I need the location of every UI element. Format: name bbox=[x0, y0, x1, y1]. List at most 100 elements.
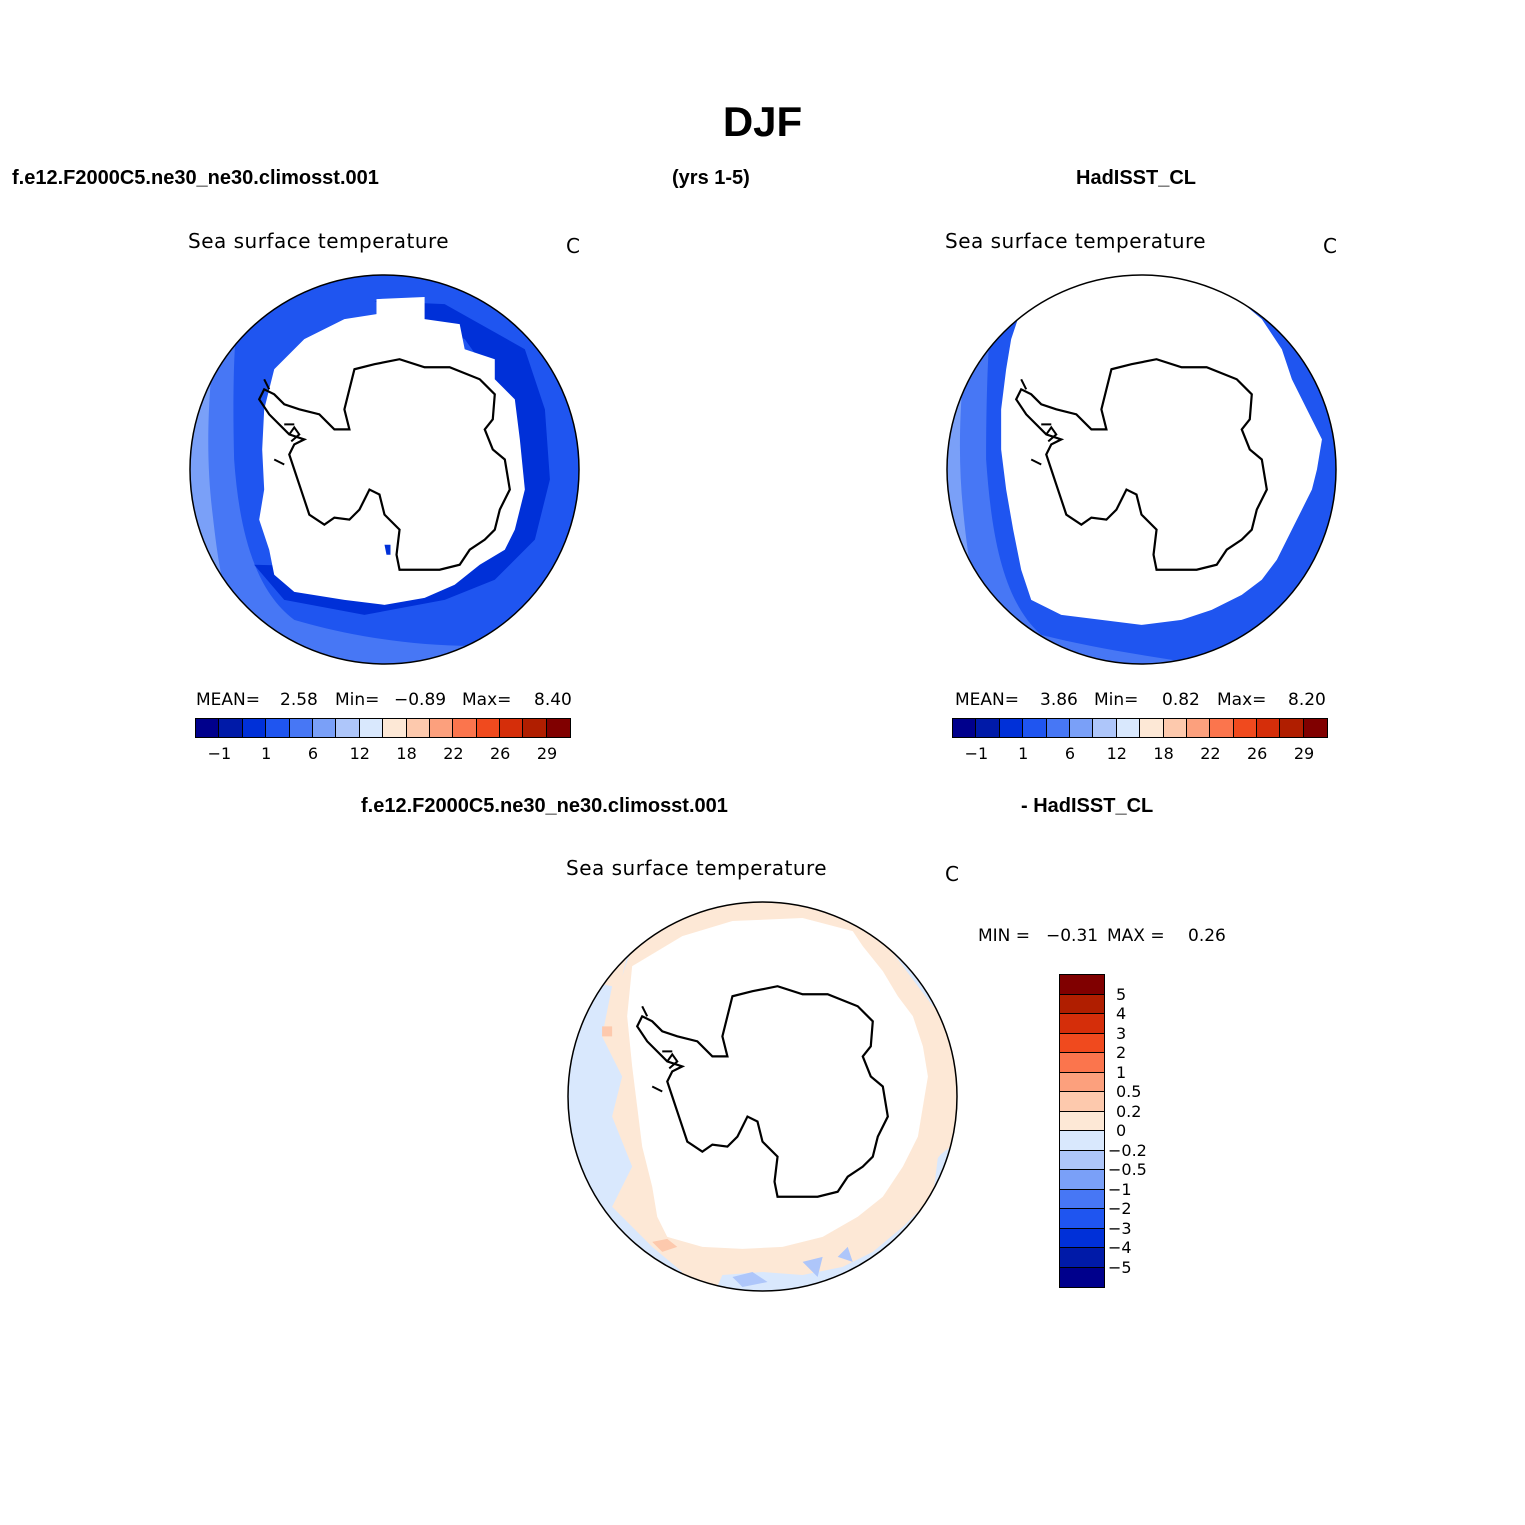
colorbar-swatch bbox=[1186, 719, 1211, 737]
colorbar-tick-label: 12 bbox=[349, 744, 370, 763]
colorbar-tick-label: 29 bbox=[1293, 744, 1315, 763]
colorbar-tick-label: 12 bbox=[1106, 744, 1127, 763]
colorbar-swatch bbox=[1093, 719, 1117, 737]
colorbar-swatch bbox=[546, 719, 571, 737]
colorbar-tick-label: −4 bbox=[1108, 1238, 1132, 1257]
colorbar-swatch bbox=[453, 719, 477, 737]
obs-units: C bbox=[1323, 234, 1337, 258]
colorbar-tick-label: 6 bbox=[307, 744, 319, 763]
model-polar-map bbox=[189, 274, 580, 665]
model-max-label: Max= bbox=[462, 690, 512, 710]
colorbar-tick-label: −2 bbox=[1108, 1199, 1132, 1218]
colorbar-swatch bbox=[1060, 1111, 1104, 1131]
obs-mean-label: MEAN= bbox=[955, 690, 1019, 710]
obs-plot-title: Sea surface temperature bbox=[945, 229, 1207, 253]
colorbar-swatch bbox=[1280, 719, 1304, 737]
colorbar-tick-label: 22 bbox=[443, 744, 464, 763]
colorbar-tick-label: 1 bbox=[261, 744, 272, 763]
colorbar-swatch bbox=[196, 719, 220, 737]
obs-min-value: 0.82 bbox=[1162, 690, 1200, 710]
colorbar-swatch bbox=[219, 719, 243, 737]
model-mean-label: MEAN= bbox=[196, 690, 260, 710]
obs-polar-map bbox=[946, 274, 1337, 665]
colorbar-swatch bbox=[266, 719, 290, 737]
colorbar-tick-label: 26 bbox=[1247, 744, 1268, 763]
colorbar-swatch bbox=[1046, 719, 1070, 737]
figure-title: DJF bbox=[722, 98, 803, 145]
colorbar-tick-label: 5 bbox=[1116, 984, 1127, 1004]
obs-min-label: Min= bbox=[1094, 690, 1139, 710]
colorbar-swatch bbox=[359, 719, 384, 737]
colorbar-swatch bbox=[1060, 994, 1104, 1014]
colorbar-swatch bbox=[383, 719, 407, 737]
colorbar-tick-label: −0.5 bbox=[1108, 1160, 1147, 1179]
colorbar-swatch bbox=[1060, 1209, 1104, 1229]
colorbar-swatch bbox=[1060, 1248, 1104, 1268]
colorbar-swatch bbox=[289, 719, 313, 737]
colorbar-tick-label: 29 bbox=[536, 744, 558, 763]
colorbar-swatch bbox=[953, 719, 977, 737]
colorbar-swatch bbox=[1233, 719, 1258, 737]
case-name: f.e12.F2000C5.ne30_ne30.climosst.001 bbox=[12, 167, 379, 189]
colorbar-swatch bbox=[1069, 719, 1094, 737]
colorbar-tick-label: −3 bbox=[1108, 1218, 1132, 1238]
colorbar-swatch bbox=[1060, 1170, 1104, 1190]
model-min-value: −0.89 bbox=[394, 690, 447, 710]
colorbar-swatch bbox=[976, 719, 1000, 737]
diff-min-value: −0.31 bbox=[1046, 926, 1099, 946]
model-min-label: Min= bbox=[335, 690, 380, 710]
colorbar-tick-label: −5 bbox=[1108, 1257, 1132, 1277]
colorbar-swatch bbox=[1060, 975, 1104, 995]
obs-mean-value: 3.86 bbox=[1040, 690, 1078, 710]
diff-colorbar bbox=[1059, 974, 1105, 1288]
obs-max-value: 8.20 bbox=[1288, 690, 1326, 710]
colorbar-tick-label: −1 bbox=[207, 744, 232, 763]
obs-name: HadISST_CL bbox=[1076, 167, 1197, 189]
colorbar-tick-label: 26 bbox=[490, 744, 511, 763]
colorbar-swatch bbox=[1023, 719, 1047, 737]
colorbar-swatch bbox=[406, 719, 430, 737]
colorbar-tick-label: 1 bbox=[1018, 744, 1029, 763]
diff-units: C bbox=[945, 862, 959, 886]
diff-plot-title: Sea surface temperature bbox=[566, 856, 828, 880]
obs-max-label: Max= bbox=[1217, 690, 1267, 710]
colorbar-tick-label: −0.2 bbox=[1108, 1140, 1147, 1160]
model-plot-title: Sea surface temperature bbox=[188, 229, 450, 253]
colorbar-tick-label: 0.5 bbox=[1116, 1082, 1142, 1101]
colorbar-tick-label: 3 bbox=[1116, 1023, 1127, 1043]
colorbar-swatch bbox=[1060, 1092, 1104, 1112]
diff-case-name: f.e12.F2000C5.ne30_ne30.climosst.001 bbox=[361, 795, 728, 817]
colorbar-swatch bbox=[523, 719, 547, 737]
colorbar-swatch bbox=[1060, 1131, 1104, 1151]
diff-obs-name: - HadISST_CL bbox=[1021, 795, 1154, 817]
diff-min-label: MIN = bbox=[978, 926, 1031, 946]
colorbar-swatch bbox=[1163, 719, 1187, 737]
colorbar-tick-label: 0.2 bbox=[1116, 1101, 1142, 1121]
colorbar-swatch bbox=[1060, 1053, 1104, 1073]
colorbar-swatch bbox=[1060, 1033, 1104, 1053]
colorbar-tick-label: 4 bbox=[1116, 1004, 1127, 1023]
colorbar-swatch bbox=[1060, 1189, 1104, 1209]
colorbar-swatch bbox=[476, 719, 501, 737]
colorbar-tick-label: 6 bbox=[1064, 744, 1076, 763]
colorbar-tick-label: −1 bbox=[964, 744, 989, 763]
colorbar-tick-label: −1 bbox=[1108, 1179, 1132, 1199]
model-colorbar bbox=[195, 718, 572, 738]
colorbar-tick-label: 22 bbox=[1200, 744, 1221, 763]
colorbar-swatch bbox=[1116, 719, 1141, 737]
diff-polar-map bbox=[567, 901, 958, 1292]
colorbar-swatch bbox=[1210, 719, 1234, 737]
colorbar-swatch bbox=[999, 719, 1024, 737]
colorbar-swatch bbox=[1060, 1072, 1104, 1092]
colorbar-swatch bbox=[1140, 719, 1164, 737]
colorbar-swatch bbox=[312, 719, 337, 737]
obs-colorbar bbox=[952, 718, 1329, 738]
model-mean-value: 2.58 bbox=[280, 690, 318, 710]
years-label: (yrs 1-5) bbox=[672, 167, 750, 189]
colorbar-swatch bbox=[1257, 719, 1281, 737]
colorbar-swatch bbox=[429, 719, 454, 737]
colorbar-swatch bbox=[1060, 1228, 1104, 1248]
colorbar-swatch bbox=[1060, 1014, 1104, 1034]
colorbar-tick-label: 18 bbox=[396, 744, 417, 763]
model-units: C bbox=[566, 234, 580, 258]
